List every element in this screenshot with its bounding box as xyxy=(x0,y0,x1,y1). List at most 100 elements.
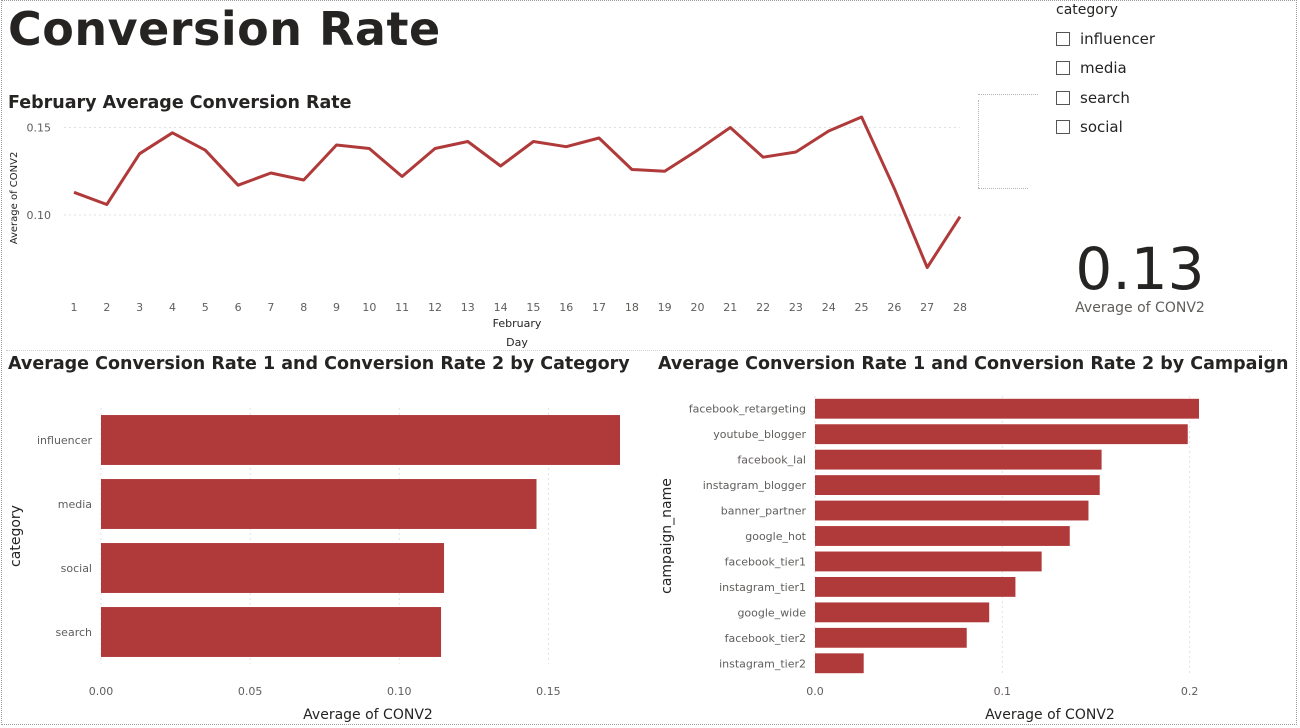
slicer-title: category xyxy=(1056,2,1118,18)
bar-instagram_blogger xyxy=(815,475,1100,496)
category-x-axis-title: Average of CONV2 xyxy=(303,707,433,723)
bar-label-google_hot: google_hot xyxy=(745,530,806,543)
bar-label-banner_partner: banner_partner xyxy=(721,505,807,518)
category-x-tick-labels: 0.00 0.05 0.10 0.15 xyxy=(89,685,561,698)
bar-influencer xyxy=(101,415,621,465)
bar-banner_partner xyxy=(815,500,1089,521)
bar-label-instagram_tier2: instagram_tier2 xyxy=(719,657,806,670)
campaign-y-axis-title: campaign_name xyxy=(659,478,675,594)
line-y-tick-label: 0.10 xyxy=(27,209,52,222)
line-x-tick-label: 10 xyxy=(362,301,376,314)
bar-x-tick-label: 0.00 xyxy=(89,685,114,698)
line-chart-x-ticks: 1 2 3 4 5 6 7 8 9 10 11 12 13 14 15 16 17 18 19 20 21 22 23 24 2… xyxy=(71,301,968,314)
kpi-label: Average of CONV2 xyxy=(1075,300,1205,316)
slicer-border-left xyxy=(978,100,979,188)
kpi-value: 0.13 xyxy=(1075,235,1205,303)
bar-label-google_wide: google_wide xyxy=(737,606,806,619)
bar-x-tick-label: 0.10 xyxy=(387,685,412,698)
bar-youtube_blogger xyxy=(815,424,1188,445)
campaign-x-axis-title: Average of CONV2 xyxy=(985,707,1115,723)
bar-label-search: search xyxy=(55,626,92,639)
campaign-bar-chart: facebook_retargeting youtube_bloggerfaceb… xyxy=(659,396,1199,723)
line-x-tick-label: 26 xyxy=(887,301,901,314)
line-chart-grid xyxy=(64,127,960,216)
line-y-axis-title: Average of CONV2 xyxy=(9,152,20,245)
campaign-x-tick-labels: 0.0 0.1 0.2 xyxy=(806,685,1198,698)
checkbox-social[interactable] xyxy=(1056,120,1070,135)
line-x-tick-label: 19 xyxy=(658,301,672,314)
line-x-tick-label: 1 xyxy=(71,301,78,314)
campaign-chart-title: Average Conversion Rate 1 and Conversion… xyxy=(658,354,1289,374)
category-bars xyxy=(101,415,621,657)
line-x-tick-label: 5 xyxy=(202,301,209,314)
campaign-y-tick-labels: facebook_retargeting youtube_bloggerfaceb… xyxy=(689,403,807,671)
bar-social xyxy=(101,543,445,593)
slicer-border-bottom xyxy=(978,188,1028,189)
line-x-tick-label: 3 xyxy=(136,301,143,314)
line-x-tick-label: 22 xyxy=(756,301,770,314)
slicer-item-social[interactable]: social xyxy=(1056,113,1155,143)
line-chart-y-ticks: 0.10 0.15 xyxy=(27,122,52,223)
checkbox-media[interactable] xyxy=(1056,61,1070,76)
line-x-tick-label: 27 xyxy=(920,301,934,314)
line-x-tick-label: 9 xyxy=(333,301,340,314)
bar-x-tick-label: 0.0 xyxy=(806,685,824,698)
line-x-tick-label: 15 xyxy=(526,301,540,314)
line-chart-title: February Average Conversion Rate xyxy=(8,93,352,113)
bar-x-tick-label: 0.15 xyxy=(536,685,561,698)
category-slicer: category influencer media search social xyxy=(1056,2,1155,142)
bar-search xyxy=(101,607,442,657)
category-chart-title: Average Conversion Rate 1 and Conversion… xyxy=(8,354,630,374)
line-x-tick-label: 8 xyxy=(300,301,307,314)
bar-media xyxy=(101,479,537,529)
bar-x-tick-label: 0.05 xyxy=(238,685,263,698)
line-x-tick-label: 24 xyxy=(822,301,836,314)
bar-facebook_retargeting xyxy=(815,398,1199,419)
line-x-tick-label: 18 xyxy=(625,301,639,314)
bar-instagram_tier1 xyxy=(815,576,1016,597)
slicer-item-label: media xyxy=(1080,59,1127,78)
slicer-item-media[interactable]: media xyxy=(1056,54,1155,84)
line-x-tick-label: 17 xyxy=(592,301,606,314)
checkbox-search[interactable] xyxy=(1056,90,1070,105)
slicer-item-influencer[interactable]: influencer xyxy=(1056,24,1155,54)
bar-facebook_tier1 xyxy=(815,551,1042,572)
bar-label-instagram_tier1: instagram_tier1 xyxy=(719,581,806,594)
checkbox-influencer[interactable] xyxy=(1056,31,1070,46)
line-x-group-label: February xyxy=(493,317,542,330)
line-x-tick-label: 16 xyxy=(559,301,573,314)
category-y-tick-labels: influencer media social search xyxy=(37,434,92,639)
bar-google_hot xyxy=(815,526,1070,546)
bar-instagram_tier2 xyxy=(815,653,864,674)
bar-label-social: social xyxy=(61,562,92,575)
line-x-tick-label: 23 xyxy=(789,301,803,314)
line-y-tick-label: 0.15 xyxy=(27,122,52,135)
line-x-tick-label: 12 xyxy=(428,301,442,314)
page-title: Conversion Rate xyxy=(8,2,441,56)
bar-google_wide xyxy=(815,602,990,623)
line-series xyxy=(73,115,962,269)
slicer-border-top xyxy=(978,94,1038,95)
bar-label-facebook_tier2: facebook_tier2 xyxy=(725,632,806,645)
line-x-axis-title: Day xyxy=(506,336,528,349)
line-x-tick-label: 7 xyxy=(267,301,274,314)
line-x-tick-label: 6 xyxy=(235,301,242,314)
line-x-tick-label: 20 xyxy=(690,301,704,314)
bar-label-youtube_blogger: youtube_blogger xyxy=(713,428,806,441)
line-x-tick-label: 13 xyxy=(461,301,475,314)
line-x-tick-label: 11 xyxy=(395,301,409,314)
line-chart: 0.100.15 1 2 3 4 5 6 7 8 9 10 11 12 13 14 15 16 17 18 19 20… xyxy=(9,115,968,349)
line-x-tick-label: 4 xyxy=(169,301,176,314)
bar-facebook_tier2 xyxy=(815,627,967,648)
slicer-item-search[interactable]: search xyxy=(1056,83,1155,113)
bar-facebook_lal xyxy=(815,449,1102,470)
line-x-tick-label: 14 xyxy=(494,301,508,314)
slicer-item-label: search xyxy=(1080,88,1130,107)
bar-label-facebook_tier1: facebook_tier1 xyxy=(725,555,806,568)
bar-label-influencer: influencer xyxy=(37,434,92,447)
bar-x-tick-label: 0.2 xyxy=(1181,685,1199,698)
bar-label-instagram_blogger: instagram_blogger xyxy=(703,479,807,492)
section-divider xyxy=(6,350,1272,351)
campaign-bars xyxy=(815,398,1199,674)
